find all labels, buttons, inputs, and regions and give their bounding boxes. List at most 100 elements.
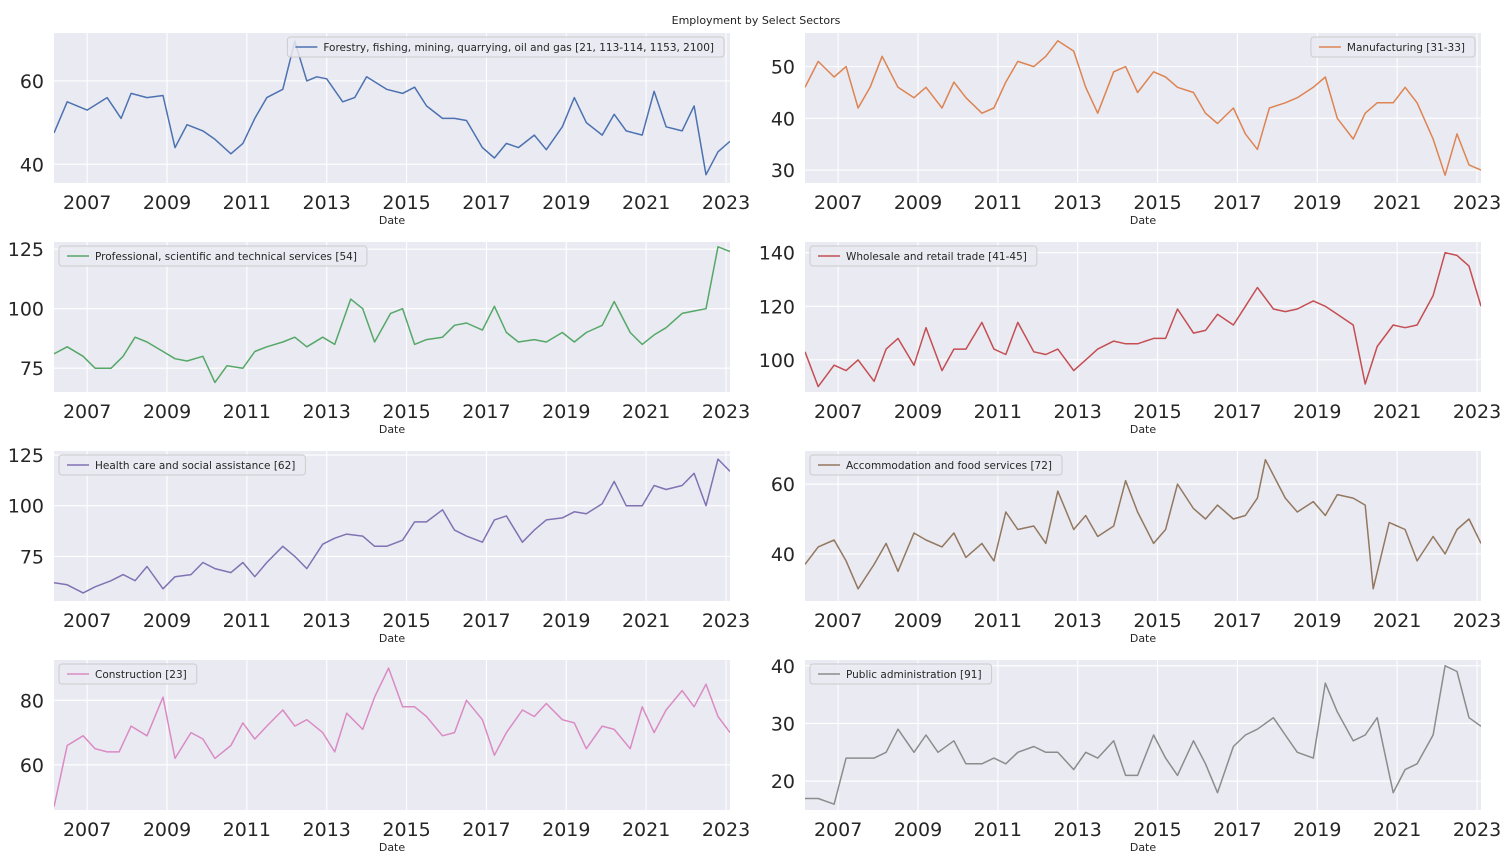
x-tick-label: 2019 [1293, 401, 1341, 423]
x-axis-label: Date [379, 423, 406, 436]
x-tick-label: 2013 [303, 192, 351, 214]
legend-box [809, 245, 1038, 267]
subplot-grid: 2007 2009 2011 2013 2015 2017 2019 2021 2023 40 60… [8, 33, 1501, 854]
legend-box [58, 245, 368, 267]
legend: Forestry, fishing, mining, quarrying, oi… [286, 36, 725, 58]
x-tick-label: 2021 [1373, 610, 1421, 632]
legend: Health care and social assistance [62] [58, 454, 306, 476]
x-tick-label: 2017 [462, 192, 510, 214]
x-tick-label: 2011 [223, 610, 271, 632]
y-tick-label: 60 [20, 71, 44, 93]
x-tick-label: 2015 [1133, 192, 1181, 214]
series-line [54, 458, 730, 594]
x-tick-label: 2009 [143, 819, 191, 841]
x-tick-label: 2011 [974, 192, 1022, 214]
x-tick-label: 2011 [974, 819, 1022, 841]
x-tick-label: 2019 [542, 610, 590, 632]
x-tick-label: 2017 [462, 610, 510, 632]
x-tick-label: 2021 [622, 819, 670, 841]
x-tick-label: 2019 [542, 192, 590, 214]
legend: Construction [23] [58, 663, 198, 685]
x-tick-label: 2007 [63, 819, 111, 841]
x-tick-label: 2013 [1054, 401, 1102, 423]
x-tick-label: 2009 [894, 819, 942, 841]
x-tick-label: 2009 [143, 192, 191, 214]
y-tick-label: 30 [771, 713, 795, 735]
x-tick-label: 2015 [382, 192, 430, 214]
x-tick-label: 2011 [974, 610, 1022, 632]
legend-label: Professional, scientific and technical s… [95, 251, 357, 263]
x-tick-label: 2013 [303, 819, 351, 841]
x-axis-label: Date [379, 214, 406, 227]
x-tick-label: 2015 [382, 610, 430, 632]
x-tick-label: 2009 [143, 401, 191, 423]
legend: Manufacturing [31-33] [1310, 36, 1476, 58]
x-tick-label: 2023 [1453, 192, 1501, 214]
subplot-2: 2007 2009 2011 2013 2015 2017 2019 2021 2023 30 40… [771, 33, 1501, 227]
x-tick-label: 2011 [223, 819, 271, 841]
x-tick-label: 2007 [63, 192, 111, 214]
x-axis-label: Date [1130, 841, 1157, 854]
x-tick-label: 2015 [1133, 819, 1181, 841]
x-tick-label: 2007 [814, 192, 862, 214]
subplot-8: 2007 2009 2011 2013 2015 2017 2019 2021 2023 20 30… [771, 656, 1501, 854]
subplot-3: 2007 2009 2011 2013 2015 2017 2019 2021 2023 75 10… [8, 239, 750, 436]
x-tick-label: 2021 [622, 610, 670, 632]
y-tick-label: 40 [20, 154, 44, 176]
legend-label: Accommodation and food services [72] [846, 460, 1052, 472]
x-tick-label: 2023 [702, 610, 750, 632]
x-tick-label: 2019 [542, 401, 590, 423]
x-tick-label: 2015 [1133, 401, 1181, 423]
series-line [54, 667, 730, 807]
x-tick-label: 2011 [223, 192, 271, 214]
series-line [54, 246, 730, 384]
y-tick-label: 100 [8, 496, 44, 518]
series-line [805, 458, 1481, 590]
x-tick-label: 2007 [814, 819, 862, 841]
x-tick-label: 2007 [63, 610, 111, 632]
y-tick-label: 40 [771, 544, 795, 566]
x-tick-label: 2017 [1213, 819, 1261, 841]
x-tick-label: 2023 [702, 401, 750, 423]
x-tick-label: 2023 [1453, 610, 1501, 632]
subplot-4: 2007 2009 2011 2013 2015 2017 2019 2021 2023 100 1… [759, 242, 1501, 436]
x-tick-label: 2013 [303, 610, 351, 632]
y-tick-label: 80 [20, 690, 44, 712]
legend-box [58, 663, 198, 685]
y-tick-label: 140 [759, 243, 795, 265]
series-line [805, 40, 1481, 176]
x-tick-label: 2009 [894, 192, 942, 214]
x-tick-label: 2013 [1054, 610, 1102, 632]
legend-box [809, 663, 993, 685]
y-tick-label: 125 [8, 445, 44, 467]
x-axis-label: Date [379, 632, 406, 645]
legend: Public administration [91] [809, 663, 993, 685]
y-tick-label: 40 [771, 656, 795, 678]
x-axis-label: Date [1130, 214, 1157, 227]
legend-label: Health care and social assistance [62] [95, 460, 295, 472]
legend-label: Public administration [91] [846, 669, 982, 681]
x-tick-label: 2007 [814, 401, 862, 423]
subplot-5: 2007 2009 2011 2013 2015 2017 2019 2021 2023 75 10… [8, 445, 750, 645]
legend-label: Manufacturing [31-33] [1347, 42, 1465, 54]
legend-label: Wholesale and retail trade [41-45] [846, 251, 1027, 263]
x-tick-label: 2013 [1054, 819, 1102, 841]
x-tick-label: 2017 [1213, 610, 1261, 632]
y-tick-label: 100 [8, 299, 44, 321]
subplot-1: 2007 2009 2011 2013 2015 2017 2019 2021 2023 40 60… [20, 33, 750, 227]
x-tick-label: 2013 [303, 401, 351, 423]
series-line [805, 665, 1481, 805]
y-tick-label: 75 [20, 546, 44, 568]
legend: Professional, scientific and technical s… [58, 245, 368, 267]
x-tick-label: 2023 [1453, 401, 1501, 423]
x-axis-label: Date [379, 841, 406, 854]
y-tick-label: 60 [20, 755, 44, 777]
x-tick-label: 2017 [462, 819, 510, 841]
x-tick-label: 2021 [622, 401, 670, 423]
x-tick-label: 2021 [622, 192, 670, 214]
x-axis-label: Date [1130, 632, 1157, 645]
x-tick-label: 2019 [1293, 192, 1341, 214]
legend-box [1310, 36, 1476, 58]
y-tick-label: 50 [771, 57, 795, 79]
